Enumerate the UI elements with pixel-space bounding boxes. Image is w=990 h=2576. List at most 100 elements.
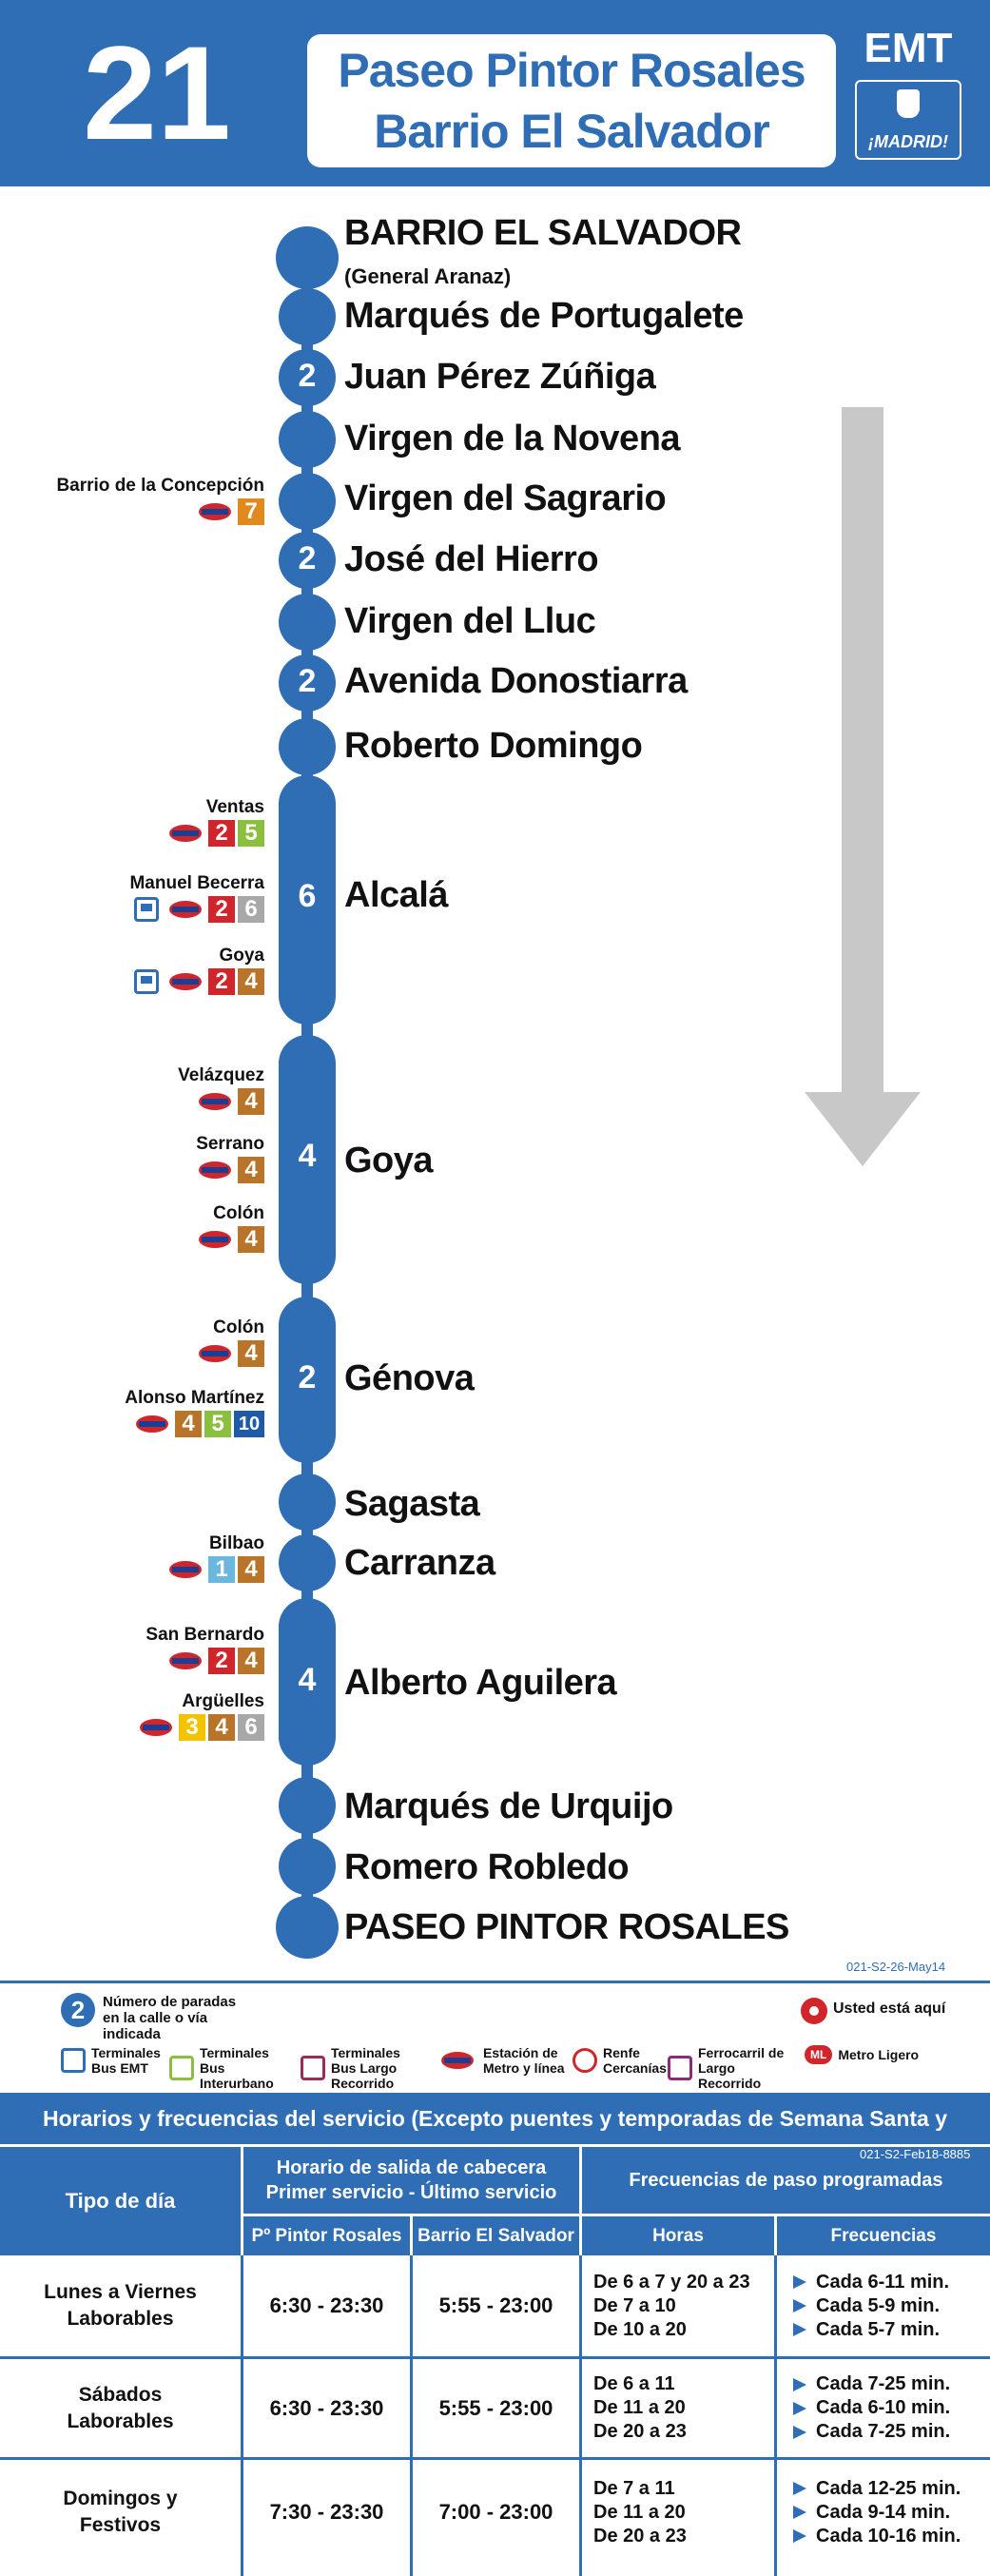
bus-interurbano-terminal-icon <box>169 2056 194 2080</box>
legend-divider <box>0 1981 990 1983</box>
arrow-right-icon <box>793 2529 806 2543</box>
horas-line: De 7 a 10 <box>593 2294 676 2316</box>
line-badge: 4 <box>175 1411 202 1437</box>
metro-icon <box>199 1093 231 1110</box>
stop-marker <box>276 226 339 289</box>
arrow-head <box>805 1092 921 1166</box>
line-badge: 5 <box>204 1411 231 1437</box>
stop-name: Marqués de Portugalete <box>344 296 744 336</box>
legend-item: Ferrocarril de Largo Recorrido <box>668 2045 799 2091</box>
stop-count: 2 <box>298 1359 317 1395</box>
stop-marker <box>276 1896 339 1959</box>
subheader-horas-label: Horas <box>652 2225 704 2246</box>
connection: Bilbao 1 4 <box>169 1533 264 1583</box>
table-divider <box>241 2255 243 2576</box>
stop-marker: 2 <box>279 532 336 589</box>
line-badge: 6 <box>238 1714 264 1741</box>
horas-line: De 20 a 23 <box>593 2421 687 2442</box>
metro-icon <box>169 901 202 918</box>
line-badge: 4 <box>208 1714 235 1741</box>
freq-line: Cada 5-9 min. <box>793 2294 983 2318</box>
arrow-right-icon <box>793 2401 806 2415</box>
header-frecuencias-label: Frecuencias de paso programadas <box>629 2169 943 2191</box>
arrow-right-icon <box>793 2425 806 2439</box>
subheader-pintor-label: Pº Pintor Rosales <box>251 2225 402 2246</box>
metro-icon <box>199 1231 231 1248</box>
legend-item: Terminales Bus EMT <box>61 2045 161 2076</box>
horas-cell: De 6 a 7 y 20 a 23 De 7 a 10 De 10 a 20 <box>593 2255 774 2356</box>
stop-name: Sagasta <box>344 1484 480 1524</box>
horas-line: De 7 a 11 <box>593 2477 675 2499</box>
connection-name: Argüelles <box>182 1691 264 1711</box>
connection-name: Colón <box>213 1203 264 1223</box>
tipo-line2: Laborables <box>67 2410 174 2432</box>
metro-icon <box>169 1561 202 1578</box>
stop-name: Avenida Donostiarra <box>344 661 688 701</box>
stop-name: Juan Pérez Zúñiga <box>344 357 656 397</box>
stop-group-marker: 4 <box>279 1598 336 1766</box>
freq-line: Cada 9-14 min. <box>793 2501 983 2525</box>
connection: Velázquez 4 <box>178 1065 264 1115</box>
stop-marker <box>279 718 336 775</box>
tipo-cell: Domingos y Festivos <box>0 2460 241 2565</box>
stop-marker: 2 <box>279 349 336 406</box>
bus-terminal-icon <box>134 897 159 922</box>
connection: Manuel Becerra 2 6 <box>129 873 264 923</box>
stop-count: 2 <box>298 358 317 394</box>
stop-name: PASEO PINTOR ROSALES <box>344 1907 789 1947</box>
stop-group-marker: 2 <box>279 1297 336 1463</box>
connection-name: Colón <box>213 1317 264 1337</box>
stop-group-marker: 4 <box>279 1035 336 1284</box>
line-badge: 4 <box>238 1340 264 1367</box>
freq-text: Cada 7-25 min. <box>816 2421 951 2442</box>
stop-name: BARRIO EL SALVADOR <box>344 213 742 253</box>
header-frecuencias: Frecuencias de paso programadas <box>582 2147 990 2214</box>
stop-name: Alberto Aguilera <box>344 1663 617 1703</box>
emt-label: EMT <box>864 25 953 71</box>
freq-text: Cada 12-25 min. <box>816 2477 961 2499</box>
freq-cell: Cada 12-25 min. Cada 9-14 min. Cada 10-1… <box>793 2460 983 2565</box>
stop-name: José del Hierro <box>344 539 599 579</box>
freq-line: Cada 6-10 min. <box>793 2396 983 2420</box>
line-badge: 2 <box>208 896 235 923</box>
stop-name: Virgen de la Novena <box>344 419 681 459</box>
tipo-line2: Festivos <box>79 2514 162 2536</box>
stop-subtitle: (General Aranaz) <box>344 264 512 288</box>
line-badge: 4 <box>238 1157 264 1183</box>
line-badge: 4 <box>238 1088 264 1115</box>
stop-marker <box>279 411 336 468</box>
tipo-line2: Laborables <box>67 2308 174 2330</box>
freq-line: Cada 12-25 min. <box>793 2477 983 2501</box>
header-bar: 21 Paseo Pintor Rosales Barrio El Salvad… <box>0 0 990 186</box>
connection: Argüelles 3 4 6 <box>140 1691 264 1741</box>
arrow-right-icon <box>793 2482 806 2495</box>
freq-text: Cada 9-14 min. <box>816 2501 951 2523</box>
freq-line: Cada 5-7 min. <box>793 2318 983 2342</box>
connection-lines: 2 6 <box>129 896 264 923</box>
stop-count-legend-text: Número de paradas en la calle o vía indi… <box>103 1994 237 2042</box>
stop-marker <box>279 1534 336 1591</box>
arrow-right-icon <box>793 2377 806 2391</box>
destination-line1: Paseo Pintor Rosales <box>338 44 806 97</box>
bus-largo-recorrido-icon <box>301 2056 325 2080</box>
line-badge: 2 <box>208 968 235 995</box>
legend-item: Terminales Bus Interurbano <box>169 2045 285 2091</box>
arrow-right-icon <box>793 2506 806 2519</box>
stop-marker <box>279 1777 336 1834</box>
connection: Barrio de la Concepción 7 <box>56 476 264 525</box>
header-horario: Horario de salida de cabecera Primer ser… <box>243 2147 579 2214</box>
freq-line: Cada 10-16 min. <box>793 2525 983 2548</box>
schedule-title: Horarios y frecuencias del servicio (Exc… <box>0 2093 990 2182</box>
line-badge: 6 <box>238 896 264 923</box>
connection-name: Goya <box>219 946 264 966</box>
madrid-crest-icon <box>897 89 920 118</box>
stop-group-marker: 6 <box>279 775 336 1025</box>
legend-item: ML Metro Ligero <box>805 2045 919 2064</box>
connection-lines: 2 4 <box>146 1648 264 1674</box>
connection-lines: 4 <box>196 1157 264 1183</box>
stop-marker <box>279 288 336 345</box>
stop-name: Roberto Domingo <box>344 726 643 766</box>
connection: Goya 2 4 <box>134 946 264 995</box>
subheader-salvador: Barrio El Salvador <box>413 2216 579 2255</box>
horas-line: De 20 a 23 <box>593 2525 687 2547</box>
